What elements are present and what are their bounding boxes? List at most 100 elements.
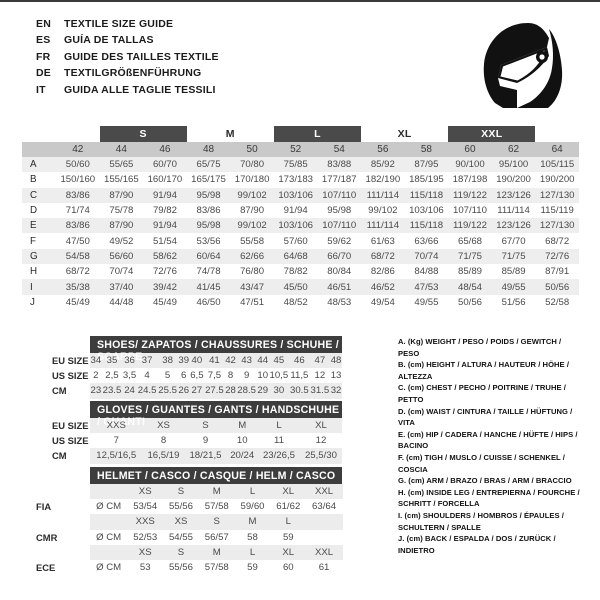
legend-entry: A. (Kg) WEIGHT / PESO / POIDS / GEWITCH …	[398, 337, 562, 358]
gloves-cell: 18/21,5	[184, 448, 227, 464]
gloves-cell: 16,5/19	[142, 448, 185, 464]
measurement-cell: 76/80	[240, 266, 265, 278]
helmet-size-cell	[306, 514, 342, 530]
gloves-cell: 11	[274, 435, 284, 447]
measurement-cell: 115/118	[404, 218, 449, 234]
language-row: IT GUIDA ALLE TAGLIE TESSILI	[36, 84, 219, 100]
helmet-value-cell: 63/64	[312, 501, 337, 513]
measurement-cell: 49/54	[370, 296, 395, 308]
measurement-cell: 70/74	[109, 266, 134, 278]
language-header: EN TEXTILE SIZE GUIDE ES GUÍA DE TALLAS …	[36, 18, 219, 100]
numeric-size: 48	[186, 142, 231, 157]
language-title: TEXTILE SIZE GUIDE	[64, 18, 174, 30]
helmet-size-row-label	[22, 484, 90, 499]
gloves-title: GLOVES / GUANTES / GANTS / HANDSCHUHE / …	[90, 401, 342, 428]
shoes-cell: 48	[330, 353, 342, 369]
measurement-row-key: D	[30, 205, 38, 217]
measurement-cell: 99/102	[230, 187, 274, 203]
measurement-cell: 68/72	[65, 266, 90, 278]
measurement-cell: 190/200	[539, 174, 575, 186]
gloves-row: US SIZE 7 8 9 10 11 12	[22, 433, 342, 448]
helmet-value-cell: 58	[247, 531, 258, 543]
measurement-cell: 70/74	[404, 248, 449, 265]
shoes-cell: 31.5	[309, 383, 331, 399]
language-row: ES GUÍA DE TALLAS	[36, 34, 219, 50]
measurement-cell: 50/56	[457, 296, 482, 308]
helmet-unit-spacer	[90, 544, 128, 560]
measurement-cell: 91/94	[143, 187, 187, 203]
measurement-cell: 50/60	[56, 157, 100, 173]
size-band	[535, 126, 579, 142]
gloves-cell: XXS	[90, 418, 143, 434]
language-title: GUIDE DES TAILLES TEXTILE	[64, 50, 219, 63]
helmet-unit: Ø CM	[96, 501, 122, 513]
measurement-cell: 85/89	[501, 266, 526, 278]
measurement-row-key: A	[22, 157, 56, 173]
measurement-cell: 85/89	[457, 266, 482, 278]
measurement-cell: 57/60	[283, 235, 308, 247]
size-band-l: L	[273, 126, 362, 142]
measurement-cell: 49/55	[491, 279, 536, 295]
helmet-value-cell: 53/54	[133, 501, 158, 513]
gloves-cell: 12,5/16,5	[90, 448, 143, 464]
gloves-cell: 12	[315, 435, 327, 447]
shoes-cell: 47	[309, 353, 331, 369]
helmet-size-cell: M	[198, 544, 235, 560]
measurement-cell: 60/70	[143, 157, 187, 173]
measurement-cell: 95/98	[327, 205, 352, 217]
measurement-cell: 87/90	[99, 187, 144, 203]
measurement-cell: 44/48	[109, 296, 134, 308]
shoes-grid: EU SIZE 34 35 36 37 38 39 40 41 42 43 44 45 46 47 48 US …	[22, 353, 342, 399]
shoes-cell: 6	[181, 370, 187, 382]
measurement-cell: 46/52	[361, 279, 405, 295]
shoes-cell: 46	[289, 353, 310, 369]
measurement-cell: 64/68	[273, 248, 318, 265]
helmet-value-row: FIA Ø CM 53/54 55/56 57/58 59/60 61/62 63/64	[22, 499, 342, 514]
shoes-cell: 10,5	[269, 370, 289, 382]
language-title: GUÍA DE TALLAS	[64, 34, 154, 47]
shoes-cell: 9	[243, 370, 250, 382]
measurement-cell: 90/100	[448, 157, 492, 173]
helmet-size-cell: XL	[270, 484, 307, 500]
measurement-cell: 66/70	[317, 248, 362, 265]
measurement-cell: 170/180	[234, 174, 270, 186]
helmet-value-cell: 59/60	[240, 501, 265, 513]
gloves-cell: 8	[160, 435, 167, 447]
helmet-value-cell	[306, 530, 342, 545]
helmet-value-cell: 53	[139, 562, 151, 574]
measurement-cell: 46/51	[317, 279, 362, 295]
top-border	[0, 0, 600, 2]
measurement-cell: 99/102	[230, 218, 274, 234]
measurement-cell: 91/94	[283, 205, 308, 217]
helmet-value-row: CMR Ø CM 52/53 54/55 56/57 58 59	[22, 530, 342, 545]
measurement-cell: 49/52	[109, 235, 134, 247]
measurement-cell: 45/50	[273, 279, 318, 295]
measurement-cell: 46/50	[196, 296, 221, 308]
measurement-cell: 95/98	[186, 218, 231, 234]
language-title: GUIDA ALLE TAGLIE TESSILI	[64, 83, 216, 96]
helmet-size-row: XS S M L XL XXL	[22, 544, 342, 560]
shoes-cell: 36	[122, 353, 137, 369]
shoes-cell: 23	[90, 383, 102, 399]
measurement-cell: 78/82	[283, 266, 308, 278]
measurement-cell: 56/60	[99, 248, 144, 265]
measurement-row-key: H	[30, 266, 38, 278]
measurement-cell: 160/170	[147, 174, 183, 186]
measurement-row: J 45/49 44/48 45/49 46/50 47/51 48/52 48/53 49/5…	[22, 295, 579, 310]
language-row: FR GUIDE DES TAILLES TEXTILE	[36, 51, 219, 67]
shoes-cell: 42	[224, 353, 237, 369]
shoes-row-label: US SIZE	[52, 370, 89, 382]
measurement-cell: 53/56	[196, 235, 221, 247]
measurement-table: S M L XL XXL 42 44 46 48 50 52 54 56 58 …	[22, 126, 579, 310]
measurement-cell: 68/72	[545, 235, 570, 247]
shoes-cell: 4	[144, 370, 150, 382]
gloves-row-label: US SIZE	[52, 435, 89, 447]
measurement-cell: 75/78	[109, 205, 134, 217]
measurement-legend: A. (Kg) WEIGHT / PESO / POIDS / GEWITCH …	[398, 336, 580, 556]
helmet-standard-fia: FIA	[36, 501, 52, 513]
shoes-cell: 27	[189, 383, 205, 399]
measurement-row: D 71/74 75/78 79/82 83/86 87/90 91/94 95/98 99/1…	[22, 203, 579, 218]
shoes-cell: 2,5	[105, 370, 119, 382]
gloves-cell: M	[226, 418, 258, 434]
shoes-cell: 23.5	[101, 383, 123, 399]
